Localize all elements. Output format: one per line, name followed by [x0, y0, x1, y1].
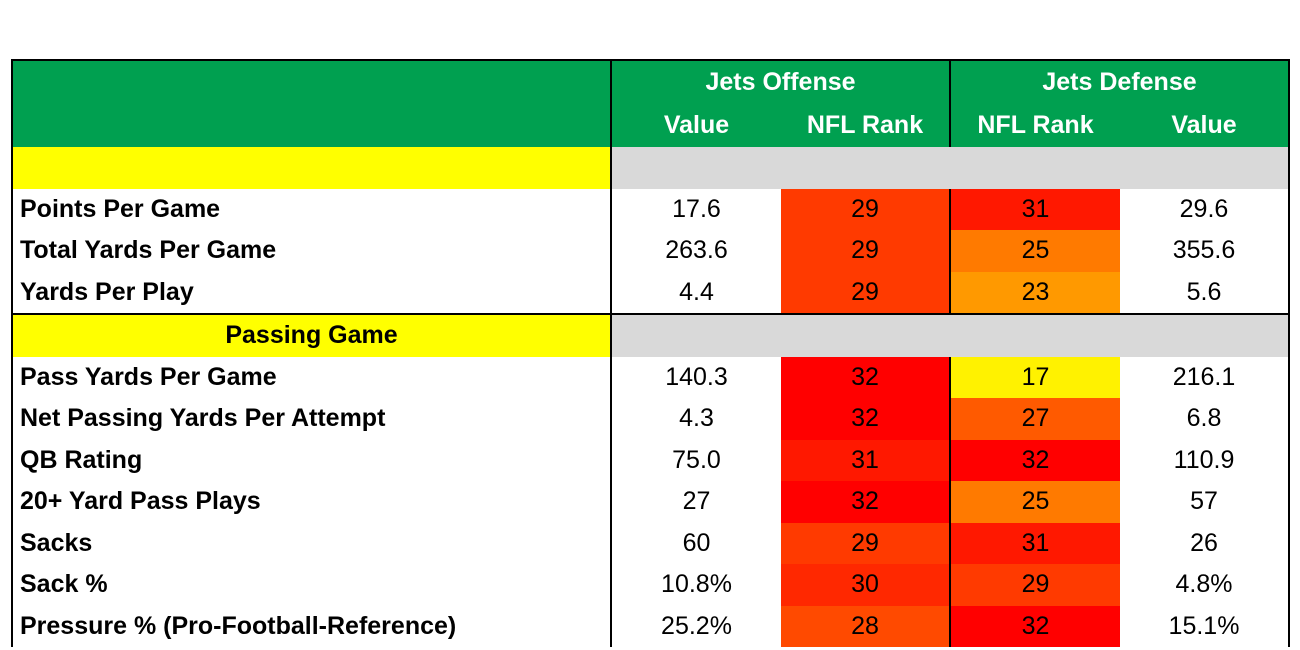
defense-rank-cell: 23: [949, 271, 1120, 314]
offense-title: Jets Offense: [610, 59, 950, 104]
defense-title: Jets Defense: [949, 59, 1290, 104]
defense-rank-cell: 29: [949, 564, 1120, 606]
table-row: Pass Yards Per Game 140.3 32 17 216.1: [11, 356, 1290, 398]
defense-value-cell: 110.9: [1120, 439, 1290, 481]
table-row: QB Rating 75.0 31 32 110.9: [11, 439, 1290, 481]
table-row: Net Passing Yards Per Attempt 4.3 32 27 6.8: [11, 398, 1290, 440]
defense-value-cell: 4.8%: [1120, 564, 1290, 606]
section-title: Passing Game: [11, 313, 611, 357]
section-grey-band: [610, 313, 1290, 357]
offense-rank-cell: 29: [781, 271, 950, 314]
defense-value-cell: 26: [1120, 522, 1290, 564]
offense-value-cell: 60: [610, 522, 781, 564]
defense-value-cell: 355.6: [1120, 230, 1290, 272]
defense-value-cell: 216.1: [1120, 356, 1290, 398]
defense-value-cell: 15.1%: [1120, 605, 1290, 647]
offense-rank-cell: 32: [781, 356, 950, 398]
offense-rank-cell: 31: [781, 439, 950, 481]
offense-rank-header: NFL Rank: [781, 104, 950, 147]
stats-table-body: Jets Offense Jets Defense Value NFL Rank…: [11, 59, 1290, 647]
table-row: Total Yards Per Game 263.6 29 25 355.6: [11, 230, 1290, 272]
row-label: 20+ Yard Pass Plays: [11, 481, 611, 523]
defense-value-cell: 5.6: [1120, 271, 1290, 314]
defense-rank-cell: 31: [949, 522, 1120, 564]
defense-value-header: Value: [1120, 104, 1290, 147]
offense-value-cell: 4.4: [610, 271, 781, 314]
table-row: Points Per Game 17.6 29 31 29.6: [11, 188, 1290, 230]
offense-value-cell: 10.8%: [610, 564, 781, 606]
section-title: [11, 147, 611, 189]
offense-rank-cell: 29: [781, 522, 950, 564]
header-row-columns: Value NFL Rank NFL Rank Value: [12, 104, 1290, 147]
row-label: Yards Per Play: [11, 271, 611, 314]
table-row: Sacks 60 29 31 26: [11, 522, 1290, 564]
row-label: Total Yards Per Game: [11, 230, 611, 272]
header-row-titles: Jets Offense Jets Defense: [11, 59, 1290, 147]
defense-value-cell: 6.8: [1120, 398, 1290, 440]
defense-rank-cell: 27: [949, 398, 1120, 440]
offense-rank-cell: 32: [781, 398, 950, 440]
table-row: Sack % 10.8% 30 29 4.8%: [11, 564, 1290, 606]
offense-value-cell: 17.6: [610, 188, 781, 230]
offense-rank-cell: 29: [781, 188, 950, 230]
header-corner: [11, 59, 611, 147]
row-label: Sack %: [11, 564, 611, 606]
table-row: Pressure % (Pro-Football-Reference) 25.2%…: [11, 605, 1290, 647]
row-label: Pressure % (Pro-Football-Reference): [11, 605, 611, 647]
table-row: 20+ Yard Pass Plays 27 32 25 57: [11, 481, 1290, 523]
row-label: Net Passing Yards Per Attempt: [11, 398, 611, 440]
offense-rank-cell: 32: [781, 481, 950, 523]
defense-rank-header: NFL Rank: [949, 104, 1120, 147]
defense-rank-cell: 17: [949, 356, 1120, 398]
section-grey-band: [610, 147, 1290, 189]
table-row: Yards Per Play 4.4 29 23 5.6: [11, 271, 1290, 314]
defense-rank-cell: 25: [949, 481, 1120, 523]
row-label: Points Per Game: [11, 188, 611, 230]
offense-value-cell: 75.0: [610, 439, 781, 481]
section-header-row: [11, 147, 1290, 189]
offense-rank-cell: 29: [781, 230, 950, 272]
row-label: Pass Yards Per Game: [11, 356, 611, 398]
offense-value-cell: 4.3: [610, 398, 781, 440]
offense-value-header: Value: [610, 104, 781, 147]
offense-value-cell: 263.6: [610, 230, 781, 272]
row-label: QB Rating: [11, 439, 611, 481]
stats-table-container: Jets Offense Jets Defense Value NFL Rank…: [11, 59, 1290, 650]
defense-rank-cell: 32: [949, 439, 1120, 481]
defense-value-cell: 57: [1120, 481, 1290, 523]
defense-value-cell: 29.6: [1120, 188, 1290, 230]
offense-value-cell: 25.2%: [610, 605, 781, 647]
offense-rank-cell: 28: [781, 605, 950, 647]
stats-table: Jets Offense Jets Defense Value NFL Rank…: [11, 59, 1290, 647]
offense-value-cell: 27: [610, 481, 781, 523]
defense-rank-cell: 32: [949, 605, 1120, 647]
defense-rank-cell: 31: [949, 188, 1120, 230]
section-header-row: Passing Game: [11, 313, 1290, 357]
defense-rank-cell: 25: [949, 230, 1120, 272]
row-label: Sacks: [11, 522, 611, 564]
offense-value-cell: 140.3: [610, 356, 781, 398]
offense-rank-cell: 30: [781, 564, 950, 606]
